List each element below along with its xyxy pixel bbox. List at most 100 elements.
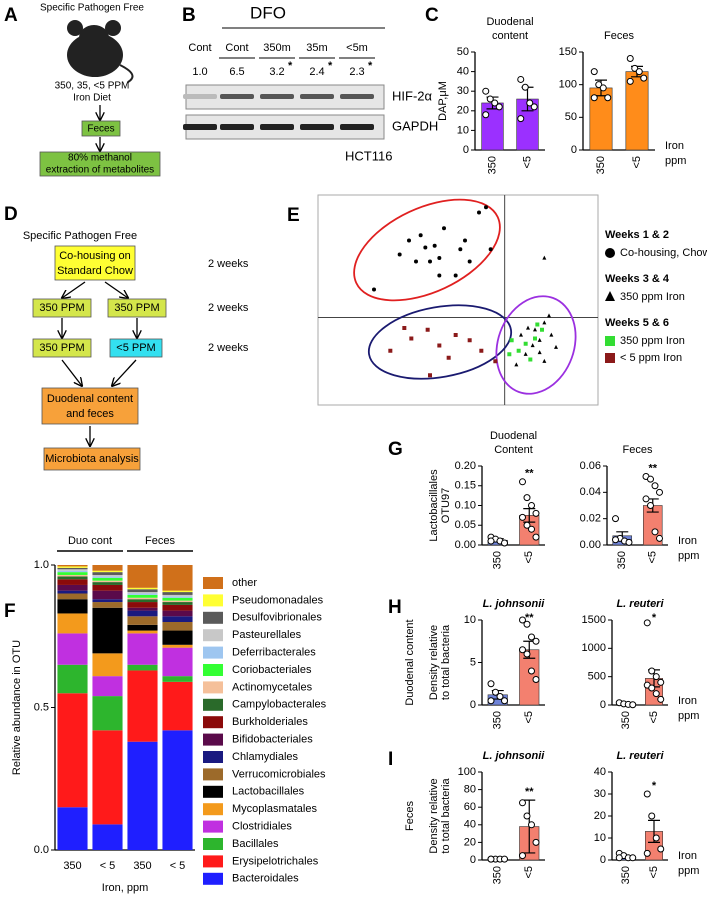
y-tick-label: 100 — [559, 79, 577, 91]
data-point — [467, 338, 472, 343]
band — [340, 94, 374, 99]
legend-swatch — [203, 629, 223, 642]
y-tick-label: 0.02 — [580, 513, 601, 525]
bar-segment — [92, 653, 123, 677]
legend-label: Verrucomicrobiales — [232, 768, 326, 780]
legend-label: 350 ppm Iron — [620, 335, 685, 347]
y-tick-label: 0.20 — [455, 460, 476, 472]
mouse-icon — [67, 20, 134, 83]
data-point — [528, 502, 535, 509]
y-axis-label: Relative abundance in OTU — [11, 640, 23, 775]
y-tick-label: 20 — [594, 810, 606, 822]
data-point — [537, 350, 542, 355]
bar-segment — [92, 602, 123, 608]
data-point — [514, 362, 519, 367]
y-tick-label: 0.05 — [455, 519, 476, 531]
y-axis-label: Lactobacillales — [428, 469, 440, 542]
data-point — [648, 667, 656, 675]
legend-label: Bacillales — [232, 838, 279, 850]
text: <5 PPM — [116, 342, 155, 354]
data-point — [488, 247, 493, 252]
data-point — [517, 75, 525, 83]
bar-segment — [162, 565, 193, 591]
chart-title: Feces — [604, 30, 634, 42]
box — [81, 120, 121, 137]
bar-segment — [92, 730, 123, 825]
data-point — [519, 513, 526, 521]
lane-label: Cont — [188, 42, 211, 54]
bar-segment — [57, 567, 88, 570]
legend-swatch — [203, 611, 223, 624]
bar-segment — [57, 584, 88, 591]
chart-title: Content — [494, 444, 533, 456]
chart-title: L. johnsonii — [483, 598, 546, 610]
legend-marker — [605, 291, 615, 301]
data-point — [492, 688, 499, 696]
data-point — [519, 799, 526, 807]
y-tick-label: 40 — [457, 66, 469, 78]
bar-segment — [57, 576, 88, 580]
text: Iron Diet — [73, 93, 111, 104]
legend-label: Erysipelotrichales — [232, 855, 319, 867]
data-point — [657, 695, 665, 703]
data-point — [526, 99, 534, 107]
data-point — [493, 359, 498, 364]
legend-swatch — [203, 872, 223, 885]
panel-label: F — [4, 601, 16, 622]
band — [220, 94, 254, 99]
y-tick-label: 30 — [594, 788, 606, 800]
legend-label: other — [232, 577, 257, 589]
data-point — [652, 673, 660, 681]
x-tick-label: 350 — [492, 551, 504, 569]
bar-segment — [57, 590, 88, 594]
data-point — [397, 252, 402, 257]
data-point — [526, 325, 530, 330]
bar-segment — [127, 589, 158, 593]
y-tick-label: 150 — [559, 46, 577, 58]
panel-labels: A B C D E F G H I — [4, 5, 439, 770]
bar-segment — [57, 664, 88, 694]
x-axis-label: Iron — [678, 695, 697, 707]
chart-title: Feces — [623, 444, 653, 456]
bar-segment — [162, 681, 193, 731]
legend-swatch — [203, 820, 223, 833]
legend-marker — [605, 248, 615, 258]
data-point — [425, 327, 430, 332]
bar-segment — [162, 676, 193, 682]
bar-segment — [127, 593, 158, 595]
text: 2 weeks — [208, 342, 249, 354]
bar-segment — [57, 579, 88, 585]
data-point — [521, 83, 529, 91]
bar-segment — [92, 572, 123, 575]
bar-segment — [162, 647, 193, 677]
significance: * — [652, 780, 657, 792]
significance: ** — [525, 786, 534, 798]
data-point — [446, 355, 451, 360]
data-point — [479, 348, 484, 353]
ratio: 2.4 — [309, 66, 324, 78]
legend-label: Campylobacterales — [232, 699, 327, 711]
bar-segment — [162, 622, 193, 631]
bar-segment — [127, 587, 158, 590]
x-tick-label: <5 — [647, 551, 659, 564]
legend-label: Lactobacillales — [232, 786, 305, 798]
bar-segment — [57, 569, 88, 571]
legend-label: Actinomycetales — [232, 681, 313, 693]
panel-label: C — [425, 5, 439, 26]
y-tick-label: 5 — [470, 656, 476, 668]
data-point — [532, 509, 540, 517]
chart-title: L. johnsonii — [483, 750, 546, 762]
ratio-mark: * — [328, 60, 333, 72]
legend-label: Bifidobacteriales — [232, 734, 313, 746]
bar-segment — [57, 566, 88, 568]
band — [260, 124, 294, 130]
legend-label: 350 ppm Iron — [620, 291, 685, 303]
bar-segment — [92, 584, 123, 591]
data-point — [540, 327, 544, 332]
data-point — [542, 320, 547, 325]
significance: ** — [648, 462, 657, 474]
data-point — [656, 534, 663, 542]
data-point — [428, 259, 432, 264]
legend-swatch — [203, 698, 223, 711]
legend-swatch — [203, 716, 223, 729]
